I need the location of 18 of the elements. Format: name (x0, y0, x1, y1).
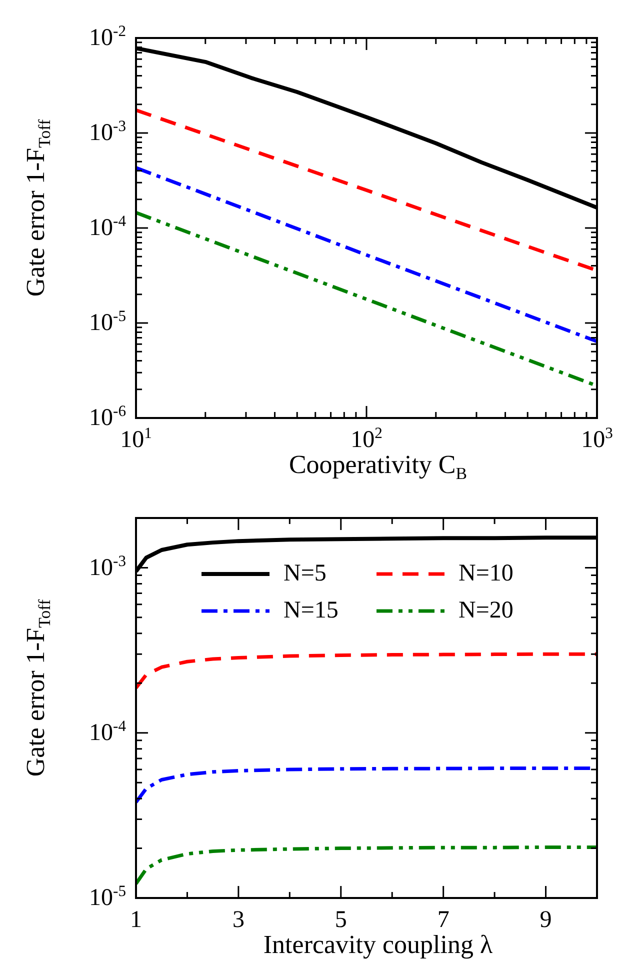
legend-label: N=10 (458, 560, 514, 586)
y-tick-label: 10$^{-4}$ (89, 213, 126, 242)
legend-label: N=15 (284, 597, 338, 624)
line-series (136, 166, 597, 344)
y-tick-label: 10$^{-3}$ (89, 552, 126, 582)
x-tick-label: 10$^{3}$ (581, 425, 613, 454)
x-tick-label: 9 (540, 906, 552, 934)
x-tick-label: 1 (130, 906, 142, 934)
line-series (136, 652, 597, 690)
y-tick-label: 10$^{-2}$ (89, 23, 126, 52)
y-tick-label: 10$^{-4}$ (89, 718, 126, 747)
legend-label: N=20 (458, 597, 514, 624)
y-tick-label: 10$^{-5}$ (89, 308, 126, 337)
line-series (136, 845, 597, 886)
y-tick-label: 10$^{-5}$ (89, 883, 126, 912)
x-tick-label: 3 (232, 906, 244, 934)
legend-label: N=5 (284, 560, 326, 586)
y-tick-label: 10$^{-3}$ (89, 118, 126, 147)
